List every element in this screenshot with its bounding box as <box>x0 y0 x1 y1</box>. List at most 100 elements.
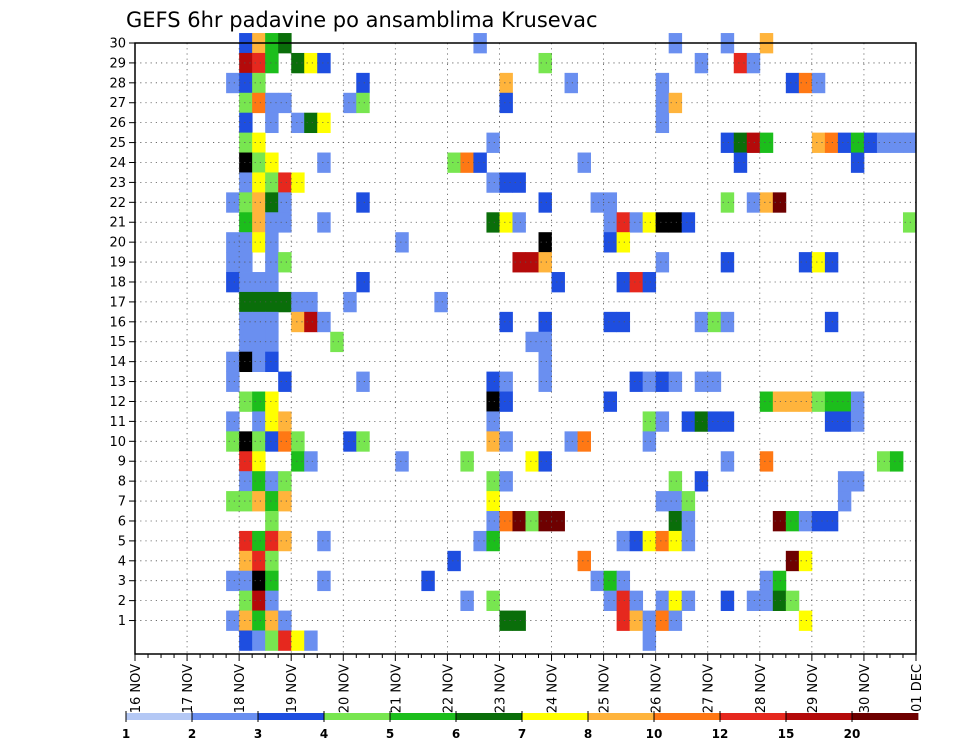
ensemble-cell <box>239 112 253 134</box>
ensemble-cell <box>499 391 513 412</box>
ensemble-cell <box>538 232 552 253</box>
ensemble-cell <box>876 132 891 153</box>
ensemble-cell <box>616 590 631 611</box>
ensemble-cell <box>291 630 305 651</box>
y-tick-label: 26 <box>109 116 126 131</box>
ensemble-cell <box>239 550 253 572</box>
legend-swatch <box>654 713 721 720</box>
ensemble-cell <box>252 291 266 313</box>
ensemble-cell <box>486 172 500 193</box>
ensemble-cell <box>265 491 279 512</box>
legend-swatch <box>126 713 193 720</box>
ensemble-cell <box>239 192 253 213</box>
ensemble-cell <box>265 192 279 213</box>
ensemble-cell <box>499 311 513 333</box>
y-tick-label: 30 <box>109 37 126 52</box>
ensemble-cell <box>239 252 253 273</box>
ensemble-cell <box>278 491 292 512</box>
ensemble-cell <box>798 391 813 412</box>
ensemble-cell <box>538 52 552 74</box>
ensemble-cell <box>538 351 552 373</box>
ensemble-cell <box>304 52 318 74</box>
ensemble-cell <box>616 212 631 233</box>
ensemble-cell <box>486 132 500 153</box>
ensemble-cell <box>746 52 761 74</box>
ensemble-cell <box>226 252 240 273</box>
ensemble-cell <box>746 132 761 153</box>
ensemble-cell <box>499 92 513 114</box>
ensemble-cell <box>447 152 461 173</box>
ensemble-cell <box>525 252 539 273</box>
y-tick-label: 16 <box>109 315 126 330</box>
ensemble-cell <box>317 570 331 592</box>
ensemble-cell <box>720 311 735 333</box>
y-axis: 1234567891011121314151617181920212223242… <box>109 37 135 629</box>
ensemble-cell <box>681 590 696 611</box>
ensemble-cell <box>317 311 331 333</box>
ensemble-cell <box>889 451 904 472</box>
ensemble-cell <box>239 451 253 472</box>
ensemble-cell <box>226 610 240 631</box>
ensemble-cell <box>499 471 513 492</box>
x-tick-label: 30 NOV <box>858 664 873 713</box>
ensemble-cell <box>304 311 318 333</box>
ensemble-cell <box>811 391 826 412</box>
ensemble-cell <box>720 411 735 432</box>
ensemble-cell <box>265 391 279 412</box>
ensemble-cell <box>538 311 552 333</box>
ensemble-cell <box>239 391 253 412</box>
ensemble-cell <box>265 232 279 253</box>
ensemble-cell <box>291 451 305 472</box>
ensemble-cell <box>265 511 279 532</box>
x-tick-label: 23 NOV <box>493 664 508 713</box>
ensemble-cell <box>291 311 305 333</box>
y-tick-label: 12 <box>109 395 126 410</box>
grid-lines <box>135 42 916 654</box>
x-tick-label: 16 NOV <box>129 664 144 713</box>
ensemble-cell <box>265 590 279 611</box>
y-tick-label: 8 <box>118 475 126 490</box>
legend-label: 15 <box>778 727 795 741</box>
legend-swatch <box>522 713 589 720</box>
legend-label: 4 <box>320 727 328 741</box>
ensemble-cell <box>226 570 240 592</box>
ensemble-cell <box>837 491 852 512</box>
ensemble-cell <box>343 431 357 452</box>
ensemble-cell <box>239 590 253 611</box>
ensemble-cell <box>278 610 292 631</box>
ensemble-cell <box>772 192 787 213</box>
legend-swatch <box>324 713 391 720</box>
y-tick-label: 11 <box>109 415 126 430</box>
ensemble-cell <box>252 232 266 253</box>
ensemble-cell <box>226 192 240 213</box>
legend-swatch <box>720 713 787 720</box>
ensemble-cell <box>291 431 305 452</box>
ensemble-cell <box>512 252 526 273</box>
ensemble-cell <box>252 152 266 173</box>
ensemble-cell <box>681 491 696 512</box>
ensemble-cell <box>252 192 266 213</box>
ensemble-cell <box>668 610 683 631</box>
chart-title: GEFS 6hr padavine po ansamblima Krusevac <box>126 8 598 32</box>
ensemble-cell <box>850 411 865 432</box>
legend-swatch <box>192 713 259 720</box>
ensemble-cell <box>239 212 253 233</box>
ensemble-cell <box>291 291 305 313</box>
ensemble-cell <box>252 411 266 432</box>
ensemble-cell <box>811 132 826 153</box>
x-tick-label: 27 NOV <box>702 664 717 713</box>
legend-swatch <box>786 713 853 720</box>
ensemble-cell <box>265 272 279 293</box>
y-tick-label: 7 <box>118 495 126 510</box>
x-tick-label: 22 NOV <box>441 664 456 713</box>
y-tick-label: 24 <box>109 156 126 171</box>
ensemble-cell <box>668 590 683 611</box>
ensemble-cell <box>239 92 253 114</box>
ensemble-cell <box>629 590 644 611</box>
ensemble-cell <box>252 391 266 412</box>
ensemble-cells <box>226 33 917 651</box>
y-tick-label: 6 <box>118 514 126 529</box>
ensemble-cell <box>486 391 500 412</box>
ensemble-cell <box>395 451 409 472</box>
